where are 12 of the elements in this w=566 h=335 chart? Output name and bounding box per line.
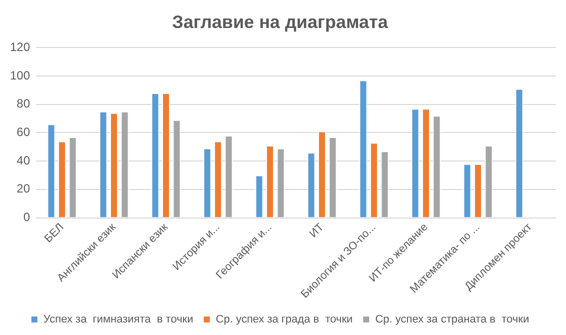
legend-label: Ср. успех за страната в точки [375, 314, 530, 326]
y-tick-label: 20 [16, 182, 30, 196]
y-tick-label: 0 [23, 210, 30, 224]
legend-label: Успех за гимназията в точки [43, 314, 194, 326]
y-tick-label: 40 [16, 153, 30, 168]
y-tick-label: 80 [16, 96, 30, 111]
y-tick-label: 60 [16, 125, 30, 139]
legend-label: Ср. успех за града в точки [216, 314, 353, 326]
y-tick-label: 100 [10, 68, 30, 82]
y-tick-label: 120 [10, 40, 30, 54]
x-tick-label: ИТ [307, 221, 326, 240]
chart-title: Заглавие на диаграмата [172, 12, 389, 32]
